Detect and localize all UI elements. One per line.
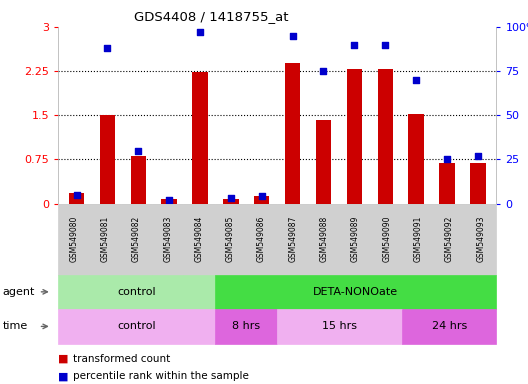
Bar (408, 114, 424, 204)
Text: GSM549087: GSM549087 (288, 216, 297, 262)
Text: GSM549085: GSM549085 (226, 216, 235, 262)
Text: 8 hrs: 8 hrs (232, 321, 260, 331)
Text: GSM549088: GSM549088 (319, 216, 328, 262)
Bar (285, 63, 300, 204)
Point (442, 156, 451, 162)
Point (288, 33, 297, 39)
Point (258, 194, 266, 200)
Point (227, 195, 235, 201)
Point (474, 153, 482, 159)
Bar (69, 193, 84, 204)
Text: GSM549090: GSM549090 (382, 216, 391, 262)
Bar (130, 156, 146, 204)
Point (103, 45, 112, 51)
Point (134, 147, 143, 154)
Bar (316, 120, 331, 204)
Bar (378, 69, 393, 204)
Point (165, 197, 173, 203)
Text: GSM549093: GSM549093 (476, 216, 485, 262)
Text: GSM549084: GSM549084 (194, 216, 203, 262)
Bar (470, 164, 486, 204)
Text: GSM549089: GSM549089 (351, 216, 360, 262)
Bar (347, 69, 362, 204)
Text: time: time (3, 321, 28, 331)
Text: ■: ■ (58, 371, 69, 381)
Point (350, 41, 359, 48)
Text: percentile rank within the sample: percentile rank within the sample (73, 371, 249, 381)
Text: 24 hrs: 24 hrs (432, 321, 467, 331)
Bar (254, 197, 269, 204)
Bar (162, 199, 177, 204)
Text: control: control (117, 287, 156, 297)
Text: GSM549083: GSM549083 (163, 216, 172, 262)
Text: ■: ■ (58, 354, 69, 364)
Text: GSM549081: GSM549081 (100, 216, 109, 262)
Text: GSM549080: GSM549080 (69, 216, 78, 262)
Bar (439, 164, 455, 204)
Text: GSM549091: GSM549091 (413, 216, 422, 262)
Point (72, 192, 81, 198)
Text: GSM549082: GSM549082 (132, 216, 141, 262)
Text: GSM549092: GSM549092 (445, 216, 454, 262)
Bar (192, 72, 208, 204)
Text: GDS4408 / 1418755_at: GDS4408 / 1418755_at (134, 10, 288, 23)
Text: agent: agent (3, 287, 35, 297)
Text: 15 hrs: 15 hrs (322, 321, 357, 331)
Text: DETA-NONOate: DETA-NONOate (313, 287, 398, 297)
Text: transformed count: transformed count (73, 354, 170, 364)
Bar (223, 199, 239, 204)
Point (381, 41, 390, 48)
Text: GSM549086: GSM549086 (257, 216, 266, 262)
Bar (100, 115, 115, 204)
Point (319, 68, 328, 74)
Text: control: control (117, 321, 156, 331)
Point (412, 77, 420, 83)
Point (196, 29, 204, 35)
